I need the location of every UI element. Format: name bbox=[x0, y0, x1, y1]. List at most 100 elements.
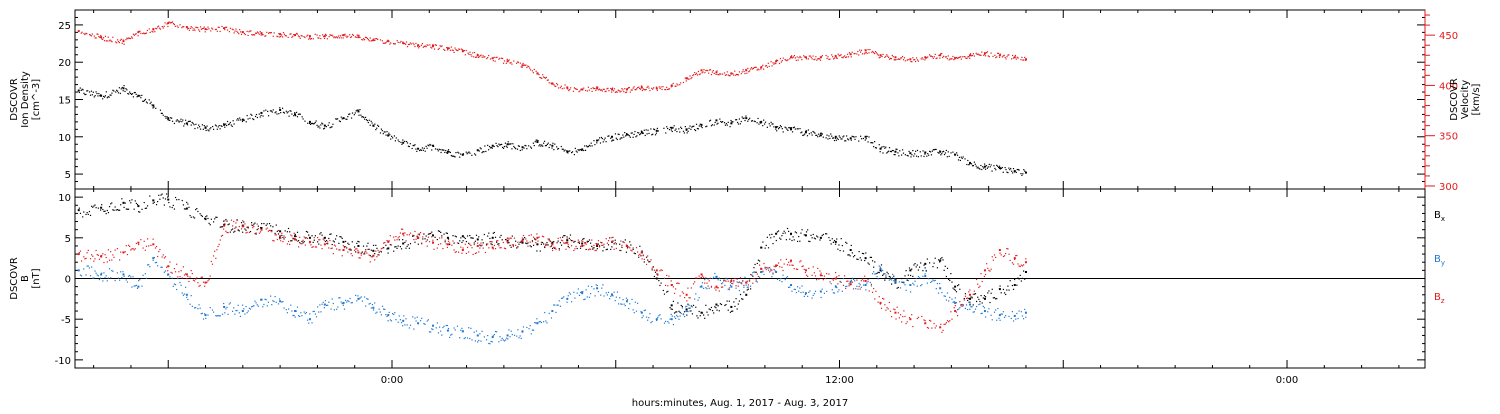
scatter-dot bbox=[675, 128, 677, 130]
data-point bbox=[670, 84, 673, 87]
scatter-dot bbox=[662, 289, 664, 292]
scatter-dot bbox=[552, 142, 554, 144]
scatter-dot bbox=[381, 247, 384, 249]
scatter-dot bbox=[351, 301, 353, 304]
scatter-dot bbox=[664, 284, 667, 287]
scatter-dot bbox=[981, 51, 983, 53]
scatter-dot bbox=[920, 262, 922, 264]
scatter-dot bbox=[290, 33, 292, 35]
scatter-dot bbox=[607, 87, 609, 89]
scatter-dot bbox=[656, 89, 658, 91]
scatter-dot bbox=[730, 282, 733, 284]
scatter-dot bbox=[268, 222, 271, 225]
scatter-dot bbox=[990, 52, 992, 54]
scatter-dot bbox=[512, 244, 515, 246]
scatter-dot bbox=[276, 230, 278, 232]
data-point bbox=[670, 318, 673, 321]
scatter-dot bbox=[1007, 285, 1009, 287]
scatter-dot bbox=[157, 200, 159, 203]
scatter-dot bbox=[371, 39, 373, 42]
scatter-dot bbox=[826, 233, 828, 235]
scatter-dot bbox=[555, 85, 557, 88]
scatter-dot bbox=[496, 144, 498, 147]
scatter-dot bbox=[644, 134, 646, 137]
scatter-dot bbox=[83, 211, 85, 213]
scatter-dot bbox=[810, 56, 812, 58]
scatter-dot bbox=[902, 281, 904, 283]
scatter-dot bbox=[979, 168, 981, 170]
scatter-dot bbox=[146, 264, 149, 266]
scatter-dot bbox=[858, 285, 860, 288]
scatter-dot bbox=[682, 130, 685, 132]
data-point bbox=[342, 240, 345, 243]
scatter-dot bbox=[315, 316, 318, 318]
scatter-dot bbox=[413, 238, 415, 241]
scatter-dot bbox=[831, 238, 833, 240]
scatter-dot bbox=[704, 317, 706, 319]
scatter-dot bbox=[1016, 56, 1018, 58]
data-point bbox=[983, 52, 986, 55]
scatter-dot bbox=[648, 260, 650, 263]
scatter-dot bbox=[377, 124, 379, 126]
scatter-dot bbox=[622, 298, 624, 301]
scatter-dot bbox=[328, 247, 330, 249]
scatter-dot bbox=[897, 58, 899, 60]
scatter-dot bbox=[942, 150, 945, 153]
scatter-dot bbox=[240, 119, 242, 121]
data-point bbox=[491, 246, 494, 249]
scatter-dot bbox=[731, 121, 733, 123]
scatter-dot bbox=[735, 119, 737, 121]
scatter-dot bbox=[149, 31, 151, 34]
scatter-dot bbox=[445, 232, 447, 234]
scatter-dot bbox=[643, 261, 645, 263]
scatter-dot bbox=[710, 285, 713, 287]
scatter-dot bbox=[530, 333, 532, 335]
scatter-dot bbox=[396, 40, 398, 42]
scatter-dot bbox=[517, 329, 519, 331]
scatter-dot bbox=[508, 238, 510, 240]
scatter-dot bbox=[975, 278, 978, 281]
scatter-dot bbox=[979, 285, 981, 287]
scatter-dot bbox=[672, 286, 675, 288]
scatter-dot bbox=[639, 88, 642, 90]
scatter-dot bbox=[434, 236, 436, 238]
scatter-dot bbox=[555, 248, 557, 250]
scatter-dot bbox=[629, 247, 631, 249]
scatter-dot bbox=[560, 239, 563, 241]
scatter-dot bbox=[301, 35, 303, 37]
scatter-dot bbox=[190, 26, 192, 28]
scatter-dot bbox=[427, 319, 429, 321]
scatter-dot bbox=[462, 153, 465, 155]
scatter-dot bbox=[205, 317, 207, 319]
scatter-dot bbox=[826, 57, 828, 60]
scatter-dot bbox=[594, 87, 596, 90]
scatter-dot bbox=[880, 147, 882, 149]
scatter-dot bbox=[96, 253, 98, 256]
scatter-dot bbox=[724, 279, 726, 281]
scatter-dot bbox=[320, 232, 322, 234]
scatter-dot bbox=[970, 163, 973, 165]
scatter-dot bbox=[512, 245, 515, 248]
scatter-dot bbox=[489, 343, 491, 345]
scatter-dot bbox=[755, 66, 757, 68]
scatter-dot bbox=[126, 208, 129, 210]
scatter-dot bbox=[118, 87, 121, 89]
scatter-dot bbox=[383, 42, 385, 44]
scatter-dot bbox=[970, 55, 973, 57]
scatter-dot bbox=[456, 325, 459, 327]
scatter-dot bbox=[799, 240, 801, 242]
scatter-dot bbox=[605, 90, 607, 92]
scatter-dot bbox=[104, 95, 107, 97]
scatter-dot bbox=[499, 236, 501, 238]
scatter-dot bbox=[566, 301, 568, 303]
scatter-dot bbox=[1000, 254, 1002, 256]
scatter-dot bbox=[86, 252, 88, 254]
scatter-dot bbox=[967, 297, 969, 299]
data-point bbox=[819, 274, 822, 277]
scatter-dot bbox=[441, 334, 443, 336]
scatter-dot bbox=[673, 292, 676, 294]
data-point bbox=[551, 310, 554, 313]
scatter-dot bbox=[114, 249, 116, 251]
data-point bbox=[260, 111, 263, 114]
scatter-dot bbox=[86, 90, 88, 92]
